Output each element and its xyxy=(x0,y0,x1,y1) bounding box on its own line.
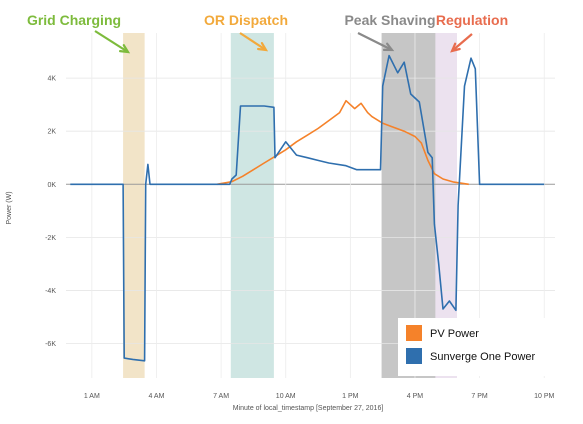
arrowhead-icon xyxy=(382,42,395,52)
arrow-icon xyxy=(94,30,129,53)
legend-label-sunverge: Sunverge One Power xyxy=(430,351,536,363)
series-lines xyxy=(70,54,545,362)
y-axis-title: Power (W) xyxy=(6,191,13,224)
legend-swatch-sunverge xyxy=(406,348,422,364)
annotation-peak-shaving: Peak Shaving xyxy=(344,12,435,28)
y-tick-label: 4K xyxy=(47,76,56,83)
x-tick-label: 4 AM xyxy=(148,393,164,400)
x-tick-label: 7 PM xyxy=(471,393,488,400)
y-tick-label: 2K xyxy=(47,129,56,136)
legend-swatch-pv xyxy=(406,325,422,341)
legend-box xyxy=(398,318,558,376)
y-tick-label: -4K xyxy=(45,288,56,295)
x-tick-label: 7 AM xyxy=(213,393,229,400)
x-tick-label: 10 AM xyxy=(276,393,296,400)
y-tick-label: -2K xyxy=(45,235,56,242)
arrowhead-icon xyxy=(257,42,269,52)
annotation-or-dispatch: OR Dispatch xyxy=(204,12,288,28)
x-tick-label: 4 PM xyxy=(407,393,424,400)
arrowhead-icon xyxy=(450,42,461,53)
x-tick-label: 10 PM xyxy=(534,393,554,400)
annotation-regulation: Regulation xyxy=(436,12,508,28)
arrow-icon xyxy=(239,32,267,51)
series-line-pv-power xyxy=(216,99,469,186)
region-or-dispatch xyxy=(230,33,274,378)
annotation-grid-charging: Grid Charging xyxy=(27,12,121,28)
arrowhead-icon xyxy=(119,44,131,54)
annotations: Grid Charging OR Dispatch Peak Shaving Regu… xyxy=(27,12,508,54)
region-grid-charging xyxy=(123,33,145,378)
x-tick-label: 1 AM xyxy=(84,393,100,400)
tick-labels: 4K 2K 0K -2K -4K -6K 1 AM 4 AM 7 AM 10 AM 1 PM 4 PM… xyxy=(45,76,554,400)
legend: PV Power Sunverge One Power xyxy=(398,318,558,376)
series-line-sunverge-one-power xyxy=(70,54,545,362)
x-axis-title: Minute of local_timestamp [September 27,… xyxy=(233,405,384,412)
arrow-icon xyxy=(357,32,393,51)
legend-label-pv: PV Power xyxy=(430,328,479,340)
grid xyxy=(66,33,555,378)
y-tick-label: -6K xyxy=(45,341,56,348)
x-tick-label: 1 PM xyxy=(342,393,359,400)
arrow-icon xyxy=(451,33,473,52)
y-tick-label: 0K xyxy=(47,182,56,189)
